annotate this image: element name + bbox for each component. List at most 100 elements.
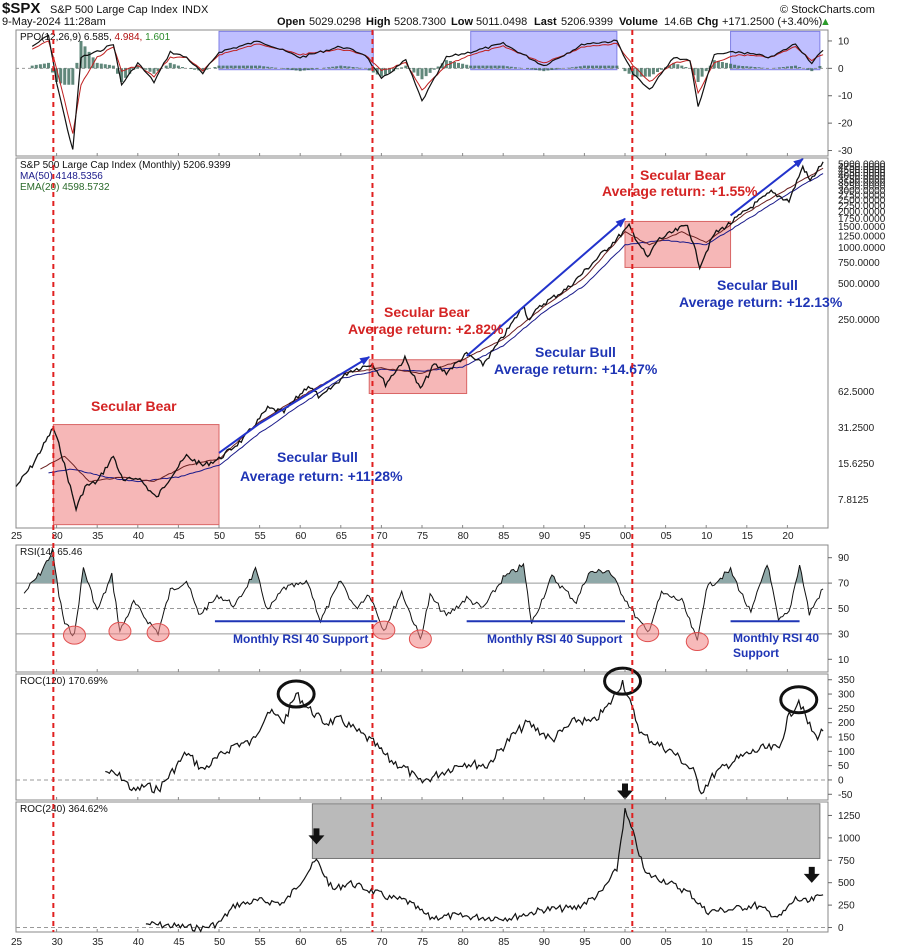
price-y-tick: 500.0000 — [838, 279, 880, 290]
ppo-label-part: 6.585, — [81, 32, 112, 43]
open-label: Open — [277, 16, 305, 28]
secular-vlines — [52, 30, 634, 932]
price-x-tick: 15 — [742, 531, 754, 542]
rsi-y-tick: 30 — [838, 629, 850, 640]
chg-up-icon: ▲ — [820, 16, 831, 28]
price-y-tick: 750.0000 — [838, 258, 880, 269]
bottom-x-tick: 35 — [92, 937, 104, 948]
price-y-tick: 2750.0000 — [838, 190, 886, 201]
secular-bull-arrow — [466, 217, 626, 357]
rsi-y-tick: 50 — [838, 604, 850, 615]
roc120-peak-circle — [603, 666, 643, 696]
rsi-label: RSI(14) 65.46 — [20, 547, 83, 558]
price-x-tick: 75 — [417, 531, 429, 542]
bottom-x-tick: 80 — [458, 937, 470, 948]
price-x-tick: 20 — [782, 531, 794, 542]
ma50-label: MA(50) 4148.5356 — [20, 171, 103, 182]
price-x-tick: 70 — [376, 531, 388, 542]
ppo-y-tick: -30 — [838, 146, 853, 157]
open-value: 5029.0298 — [309, 16, 361, 28]
secular-bull-arrow — [218, 422, 261, 454]
secular-bull-arrow — [259, 356, 371, 425]
last-value: 5206.9399 — [561, 16, 613, 28]
price-x-tick: 35 — [92, 531, 104, 542]
ppo-line — [31, 34, 824, 150]
roc240-y-tick: 0 — [838, 923, 844, 934]
price-y-tick: 4750.0000 — [838, 162, 886, 173]
price-x-tick: 80 — [458, 531, 470, 542]
price-y-tick: 250.0000 — [838, 315, 880, 326]
volume-label: Volume — [619, 16, 658, 28]
ppo-frame — [15, 29, 829, 157]
ppo-highlight-box — [470, 30, 618, 71]
bottom-x-tick: 55 — [255, 937, 267, 948]
bottom-x-tick: 90 — [539, 937, 551, 948]
last-label: Last — [534, 16, 557, 28]
roc120-panel: 350 300 250 200 150 100 50 0 -50 ROC(120) 170.69% — [15, 666, 855, 801]
roc240-y-tick: 1000 — [838, 833, 861, 844]
bottom-x-tick: 15 — [742, 937, 754, 948]
roc120-y-tick: 300 — [838, 690, 855, 701]
bear3-return: Average return: +1.55% — [602, 183, 758, 199]
ema20-line — [40, 167, 824, 482]
ppo-y-tick: -20 — [838, 119, 853, 130]
bottom-x-tick: 25 — [11, 937, 23, 948]
roc120-y-tick: 250 — [838, 704, 855, 715]
ppo-label: PPO(12,26,9) 6.585, 4.984, 1.601 — [20, 32, 171, 43]
down-arrow-icon — [308, 828, 325, 845]
price-y-tick: 1750.0000 — [838, 214, 886, 225]
header-name: S&P 500 Large Cap Index — [50, 4, 178, 16]
roc240-line — [145, 808, 824, 933]
rsi-support-label-2: Monthly RSI 40 Support — [487, 632, 622, 646]
bottom-x-tick: 10 — [701, 937, 713, 948]
price-y-tick: 3000.0000 — [838, 186, 886, 197]
roc120-y-tick: -50 — [838, 790, 853, 801]
price-y-tick: 3250.0000 — [838, 182, 886, 193]
ppo-y-tick: 0 — [838, 64, 844, 75]
roc240-y-tick: 500 — [838, 878, 855, 889]
bull1-return: Average return: +11.28% — [240, 468, 403, 484]
roc240-panel: 1250 1000 750 500 250 0 ROC(240) 364.62% — [15, 783, 861, 934]
high-label: High — [366, 16, 391, 28]
price-x-tick: 65 — [336, 531, 348, 542]
bear2-return: Average return: +2.82% — [348, 321, 504, 337]
secular-bear-box — [624, 220, 732, 268]
chg-value: +171.2500 (+3.40%) — [722, 16, 822, 28]
rsi-oversold-mark — [146, 623, 170, 643]
price-y-tick: 5000.0000 — [838, 159, 886, 170]
ppo-y-tick: 10 — [838, 36, 850, 47]
roc120-label: ROC(120) 170.69% — [20, 676, 108, 687]
ppo-highlight-box — [730, 30, 821, 71]
price-x-tick: 45 — [173, 531, 185, 542]
bottom-x-tick: 20 — [782, 937, 794, 948]
price-panel: 5000.00004750.00004500.00004250.00004000… — [15, 157, 886, 529]
header-date: 9-May-2024 11:28am — [2, 16, 106, 28]
bottom-x-tick: 60 — [295, 937, 307, 948]
rsi-support-label-3b: Support — [733, 646, 779, 660]
price-y-tick: 2250.0000 — [838, 201, 886, 212]
ppo-panel: 10 0 -10 -20 -30 PPO(12,26,9) 6.585, 4.984, 1… — [15, 29, 853, 157]
price-y-tick: 62.5000 — [838, 387, 875, 398]
ema20-label: EMA(20) 4598.5732 — [20, 182, 110, 193]
roc240-gray-box — [311, 803, 821, 859]
ppo-y-tick: -10 — [838, 91, 853, 102]
price-y-tick: 4250.0000 — [838, 168, 886, 179]
bull3-title: Secular Bull — [717, 277, 798, 293]
ppo-label-part: PPO(12,26,9) — [20, 32, 81, 43]
price-y-tick: 15.6250 — [838, 459, 875, 470]
bull3-return: Average return: +12.13% — [679, 294, 843, 310]
price-x-tick: 60 — [295, 531, 307, 542]
bottom-x-tick: 85 — [498, 937, 510, 948]
bottom-x-tick: 05 — [661, 937, 673, 948]
down-arrow-icon — [617, 783, 633, 800]
watermark: © StockCharts.com — [780, 4, 875, 16]
rsi-oversold-mark — [636, 623, 660, 643]
roc120-y-tick: 200 — [838, 718, 855, 729]
high-value: 5208.7300 — [394, 16, 446, 28]
rsi-y-tick: 90 — [838, 553, 850, 564]
bull2-return: Average return: +14.67% — [494, 361, 658, 377]
roc120-y-tick: 100 — [838, 747, 855, 758]
price-x-tick: 85 — [498, 531, 510, 542]
